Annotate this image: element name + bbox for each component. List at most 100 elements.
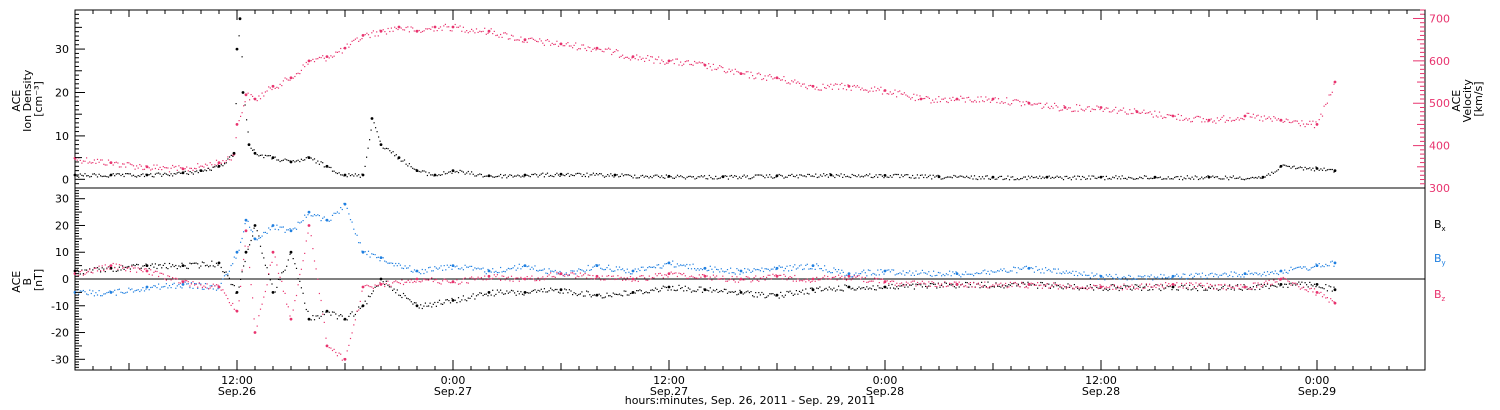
velocity-sample (472, 30, 474, 32)
bx-sample (217, 264, 219, 266)
velocity-sample (1187, 119, 1189, 121)
density-sample (1096, 177, 1098, 180)
velocity-sample (845, 89, 848, 91)
density-sample (162, 173, 164, 176)
velocity-sample (623, 57, 625, 59)
density-sample (400, 160, 402, 162)
bx-sample (354, 313, 356, 316)
by-sample (286, 229, 288, 231)
velocity-sample (1052, 107, 1054, 109)
bx-sample (454, 299, 456, 301)
by-sample (509, 268, 511, 270)
by-sample (406, 267, 408, 269)
bz-sample (1265, 280, 1267, 282)
bz-sample (961, 283, 963, 285)
bx-sample (786, 290, 788, 293)
density-sample (1328, 168, 1330, 171)
bz-sample (407, 279, 409, 281)
velocity-sample (648, 59, 650, 61)
by-sample (235, 257, 237, 259)
density-sample (89, 176, 91, 178)
bz-point (847, 274, 851, 278)
velocity-sample (723, 70, 725, 73)
bx-sample (842, 290, 844, 292)
bz-sample (170, 279, 172, 281)
velocity-sample (564, 45, 566, 47)
density-sample (1102, 175, 1104, 178)
bz-sample (1080, 287, 1082, 289)
velocity-sample (582, 44, 585, 46)
density-sample (532, 173, 534, 176)
bz-point (325, 344, 329, 348)
velocity-sample (968, 96, 970, 98)
bx-sample (297, 278, 299, 280)
density-sample (1333, 171, 1335, 173)
by-sample (925, 272, 927, 274)
velocity-sample (618, 56, 621, 58)
density-sample (1292, 166, 1294, 168)
bx-sample (1181, 284, 1183, 286)
density-sample (608, 175, 610, 177)
density-sample (472, 173, 474, 175)
bx-sample (492, 289, 494, 291)
bx-sample (1056, 285, 1058, 287)
bx-sample (925, 285, 927, 287)
bz-sample (640, 275, 642, 277)
bx-sample (1089, 284, 1091, 286)
by-sample (500, 266, 502, 269)
bz-sample (931, 281, 933, 283)
by-sample (1136, 278, 1138, 280)
bz-sample (92, 272, 94, 274)
by-sample (706, 270, 708, 272)
velocity-sample (600, 48, 602, 51)
density-sample (542, 172, 544, 174)
density-sample (1272, 172, 1274, 174)
bz-sample (504, 279, 506, 281)
bz-sample (852, 277, 854, 279)
bz-sample (528, 278, 530, 280)
bz-sample (297, 284, 299, 286)
bx-point (523, 291, 527, 294)
density-sample (805, 176, 807, 178)
by-sample (1001, 270, 1003, 272)
density-sample (846, 175, 849, 177)
by-sample (1123, 276, 1125, 278)
density-sample (627, 174, 629, 176)
by-sample (456, 265, 458, 267)
bz-sample (84, 273, 86, 275)
velocity-sample (356, 37, 358, 39)
velocity-sample (841, 82, 843, 84)
by-sample (487, 268, 489, 271)
velocity-sample (189, 167, 191, 169)
bz-sample (648, 275, 650, 277)
velocity-sample (418, 29, 420, 32)
velocity-sample (509, 38, 511, 40)
density-sample (1058, 176, 1060, 178)
velocity-point (523, 38, 527, 42)
density-sample (403, 159, 406, 161)
by-sample (1235, 272, 1237, 274)
bx-sample (698, 286, 700, 288)
bz-sample (1323, 294, 1325, 296)
bx-sample (415, 302, 417, 304)
velocity-sample (137, 167, 139, 169)
by-sample (1304, 266, 1306, 268)
density-sample (402, 160, 404, 162)
bx-sample (305, 308, 307, 311)
bx-sample (353, 315, 355, 317)
velocity-sample (421, 30, 424, 33)
velocity-sample (1252, 113, 1254, 115)
by-sample (1233, 271, 1235, 273)
bx-sample (700, 286, 702, 288)
density-point (247, 143, 251, 147)
velocity-sample (1006, 97, 1008, 99)
bz-sample (263, 296, 265, 298)
velocity-sample (1325, 103, 1327, 106)
by-sample (1096, 273, 1098, 275)
bz-sample (1160, 283, 1162, 285)
density-sample (1040, 177, 1042, 180)
bz-sample (963, 286, 965, 288)
velocity-sample (158, 168, 160, 170)
density-sample (742, 175, 744, 177)
by-sample (794, 264, 796, 266)
